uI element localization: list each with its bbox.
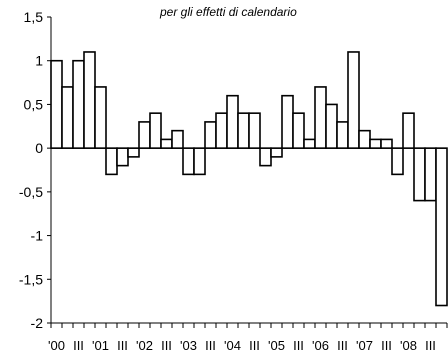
bar	[325, 103, 338, 149]
bar	[215, 112, 228, 149]
bar	[435, 147, 448, 307]
y-tick-label: -2	[31, 315, 44, 331]
y-tick-label: -0,5	[19, 184, 43, 200]
chart-subtitle: per gli effetti di calendario	[159, 5, 297, 19]
bar	[193, 147, 206, 176]
bar	[248, 112, 261, 149]
x-tick-label: '03	[180, 338, 197, 353]
bar	[127, 147, 140, 158]
bar	[50, 59, 63, 149]
bar	[138, 121, 151, 149]
y-tick-label: -1,5	[19, 271, 43, 287]
bar	[347, 51, 360, 149]
y-tick-label: 0	[35, 140, 43, 156]
bar	[314, 86, 327, 149]
x-tick-label: '07	[356, 338, 373, 353]
bar	[259, 147, 272, 167]
bar	[336, 121, 349, 149]
y-axis: 1,5 1 0,5 0 -0,5 -1 -1,5 -2	[19, 9, 52, 331]
bar	[391, 147, 404, 176]
bar	[171, 129, 184, 149]
bar	[204, 121, 217, 149]
bars	[50, 51, 448, 307]
x-tick-label: '05	[268, 338, 285, 353]
y-tick-label: -1	[31, 228, 44, 244]
bar	[424, 147, 437, 202]
bar	[149, 112, 162, 149]
bar	[270, 147, 283, 158]
x-tick-label: III	[117, 338, 128, 353]
bar	[237, 112, 250, 149]
x-tick-label: III	[425, 338, 436, 353]
bar	[303, 138, 316, 149]
bar	[380, 138, 393, 149]
x-tick-label: III	[337, 338, 348, 353]
x-tick-label: '01	[92, 338, 109, 353]
bar	[182, 147, 195, 176]
bar	[116, 147, 129, 167]
bar	[402, 112, 415, 149]
bar	[358, 129, 371, 149]
bar	[281, 94, 294, 149]
bar	[413, 147, 426, 202]
bar	[160, 138, 173, 149]
bar	[72, 59, 85, 149]
x-tick-label: '08	[400, 338, 417, 353]
bar	[369, 138, 382, 149]
x-tick-label: III	[293, 338, 304, 353]
bar	[61, 86, 74, 149]
x-tick-label: III	[381, 338, 392, 353]
x-tick-label: '06	[312, 338, 329, 353]
x-tick-label: III	[205, 338, 216, 353]
x-tick-label: '00	[48, 338, 65, 353]
y-tick-label: 0,5	[24, 96, 44, 112]
x-tick-label: III	[161, 338, 172, 353]
x-tick-label: III	[73, 338, 84, 353]
bar	[105, 147, 118, 176]
bar	[94, 86, 107, 149]
x-tick-label: III	[249, 338, 260, 353]
x-tick-label: '02	[136, 338, 153, 353]
x-tick-label: '04	[224, 338, 241, 353]
y-tick-label: 1,5	[24, 9, 44, 25]
y-tick-label: 1	[35, 53, 43, 69]
x-axis: '00 III '01 III '02 III '03 III '04 III '05 III '06 I…	[48, 322, 448, 353]
bar	[292, 112, 305, 149]
bar	[83, 51, 96, 149]
bar	[226, 94, 239, 149]
